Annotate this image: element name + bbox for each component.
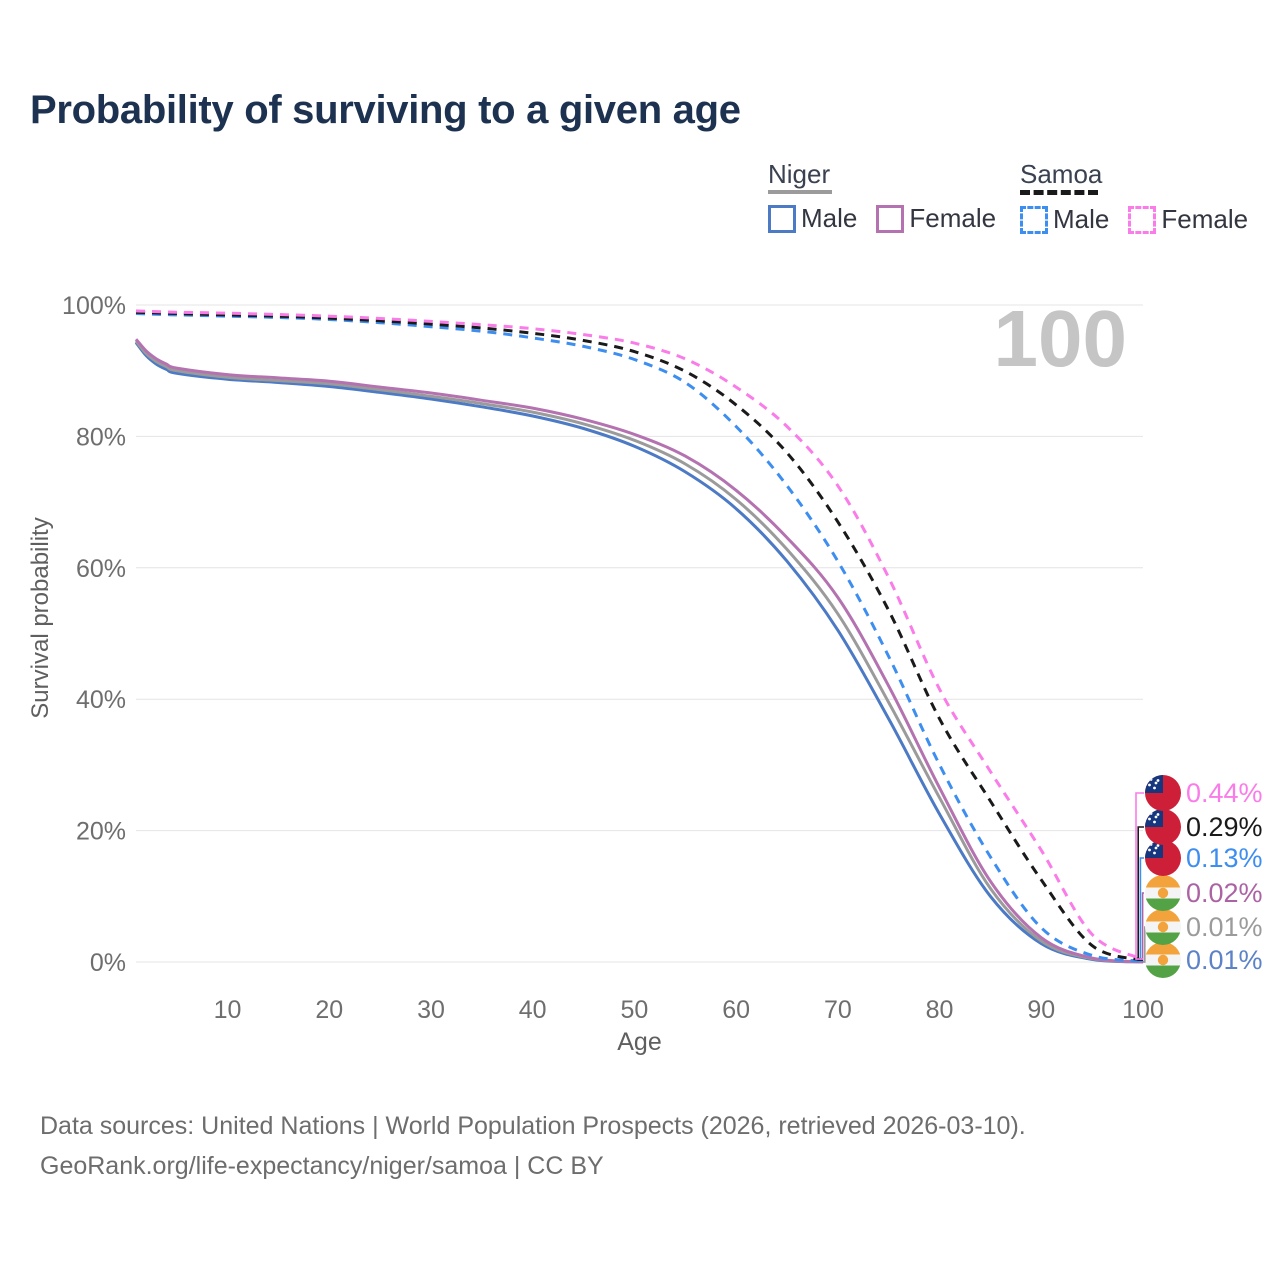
y-tick-label: 80% <box>76 423 126 451</box>
y-tick-label: 60% <box>76 555 126 583</box>
legend-item-samoa-male[interactable]: Male <box>1020 204 1109 235</box>
legend-item-samoa-female[interactable]: Female <box>1128 204 1248 235</box>
end-label-value-samoa[interactable]: 0.29% <box>1186 812 1263 842</box>
legend-item-label: Female <box>909 203 997 233</box>
legend-underline-niger-solid-line <box>768 190 832 194</box>
series-line-niger-female[interactable] <box>134 338 1144 964</box>
samoa-flag-icon <box>1145 809 1181 845</box>
niger-flag-icon <box>1145 942 1181 978</box>
samoa-female-swatch-icon <box>1128 205 1157 234</box>
end-label-connector-niger <box>1143 926 1146 963</box>
legend-item-label: Female <box>1161 204 1249 234</box>
end-label-value-niger-male[interactable]: 0.01% <box>1186 945 1263 975</box>
samoa-flag-icon <box>1145 840 1181 876</box>
end-label-value-niger-female[interactable]: 0.02% <box>1186 878 1263 908</box>
end-label-value-samoa-male[interactable]: 0.13% <box>1186 843 1263 873</box>
samoa-flag-icon <box>1145 775 1181 811</box>
page-title: Probability of surviving to a given age <box>30 88 741 132</box>
attribution-line[interactable]: GeoRank.org/life-expectancy/niger/samoa … <box>40 1152 604 1180</box>
y-axis-title: Survival probability <box>27 517 54 718</box>
series-line-samoa[interactable] <box>135 310 1144 962</box>
legend-underline-samoa-dashed-line <box>1020 190 1098 195</box>
footer-note: Data sources: United Nations | World Pop… <box>40 1106 1240 1186</box>
niger-flag-icon <box>1145 875 1181 911</box>
legend-item-niger-male[interactable]: Male <box>768 203 857 234</box>
x-tick-label: 10 <box>214 996 242 1024</box>
series-line-samoa-male[interactable] <box>135 312 1144 963</box>
end-label-value-samoa-female[interactable]: 0.44% <box>1186 778 1263 808</box>
y-tick-label: 100% <box>62 292 126 320</box>
legend-item-niger-female[interactable]: Female <box>876 203 996 234</box>
end-label-connector-niger-female <box>1141 892 1144 963</box>
series-line-niger[interactable] <box>134 340 1144 964</box>
legend-title-niger[interactable]: Niger <box>768 159 831 189</box>
niger-female-swatch-icon <box>876 204 905 233</box>
series-line-niger-male[interactable] <box>134 341 1144 964</box>
age-counter-watermark: 100 <box>994 294 1127 383</box>
niger-male-swatch-icon <box>768 204 796 233</box>
end-label-connector-samoa <box>1137 826 1144 961</box>
end-label-value-niger[interactable]: 0.01% <box>1186 912 1263 942</box>
niger-flag-icon <box>1145 909 1181 945</box>
x-tick-label: 80 <box>926 996 954 1024</box>
x-tick-label: 20 <box>315 996 343 1024</box>
series-line-samoa-female[interactable] <box>135 309 1144 961</box>
legend-item-label: Male <box>801 203 858 233</box>
y-tick-label: 0% <box>90 949 126 977</box>
x-axis-title: Age <box>617 1028 661 1056</box>
legend-item-label: Male <box>1053 204 1110 234</box>
x-tick-label: 100 <box>1122 996 1164 1024</box>
x-tick-label: 60 <box>722 996 750 1024</box>
samoa-male-swatch-icon <box>1020 205 1048 234</box>
end-label-connector-samoa-male <box>1139 857 1144 962</box>
x-tick-label: 40 <box>519 996 547 1024</box>
x-tick-label: 90 <box>1027 996 1055 1024</box>
data-sources-line: Data sources: United Nations | World Pop… <box>40 1112 1026 1140</box>
x-tick-label: 30 <box>417 996 445 1024</box>
y-tick-label: 20% <box>76 818 126 846</box>
x-tick-label: 50 <box>621 996 649 1024</box>
end-label-connector-samoa-female <box>1135 792 1144 960</box>
legend-title-samoa[interactable]: Samoa <box>1020 159 1103 189</box>
legend-group-samoa: Samoa Male Female <box>1020 160 1248 235</box>
y-tick-label: 40% <box>76 686 126 714</box>
legend-group-niger: Niger Male Female <box>768 160 996 234</box>
x-tick-label: 70 <box>824 996 852 1024</box>
